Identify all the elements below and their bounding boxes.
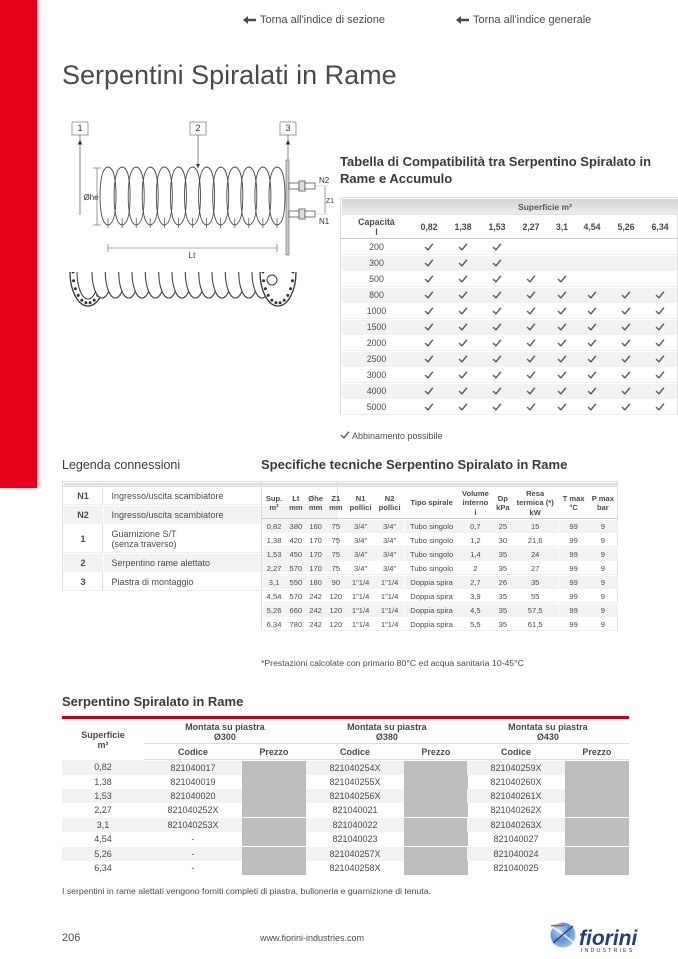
svg-text:Z1: Z1 [326,198,334,205]
svg-text:3: 3 [285,123,290,133]
svg-text:1: 1 [77,123,82,133]
svg-text:fiorini: fiorini [579,927,638,950]
svg-text:N1: N1 [319,217,330,226]
svg-text:2: 2 [195,123,200,133]
svg-text:Øhe: Øhe [83,193,99,202]
svg-text:INDUSTRIES: INDUSTRIES [581,948,634,954]
svg-text:N2: N2 [319,176,330,185]
svg-text:Lt: Lt [189,251,196,260]
